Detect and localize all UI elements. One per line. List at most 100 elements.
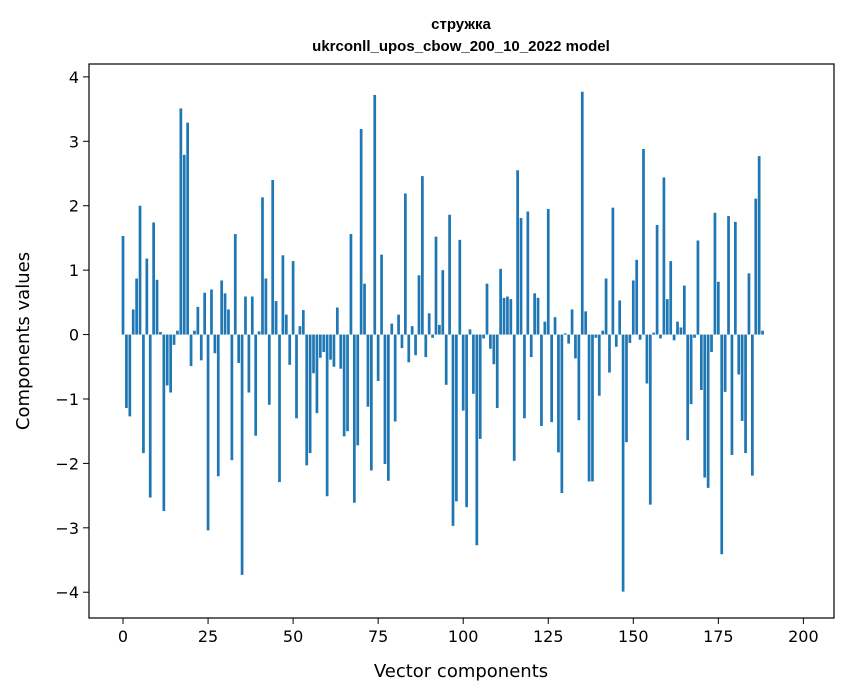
bar: [597, 334, 601, 396]
bar: [421, 176, 424, 335]
bar: [676, 321, 679, 335]
bar: [383, 334, 387, 465]
bar: [727, 216, 730, 335]
bar: [638, 334, 642, 340]
bar: [526, 211, 530, 335]
bar: [614, 334, 618, 347]
bar: [291, 261, 295, 335]
x-tick-label: 150: [618, 627, 649, 646]
x-axis-ticks: 0 25 50 75 100 125 150 175 200: [118, 618, 819, 646]
bar: [359, 129, 363, 335]
bar: [713, 212, 717, 335]
bar: [390, 323, 394, 335]
bar: [733, 221, 737, 335]
bar: [407, 334, 411, 363]
x-axis-label: Vector components: [374, 661, 548, 682]
y-tick-label: −1: [55, 390, 79, 409]
bar: [162, 334, 166, 512]
bar: [135, 278, 138, 335]
bar: [271, 179, 275, 335]
bar: [659, 334, 662, 339]
y-tick-label: 2: [69, 197, 79, 216]
bar: [553, 317, 557, 335]
bar: [240, 334, 244, 575]
bar: [342, 334, 346, 437]
bar: [519, 217, 523, 335]
bar: [172, 334, 176, 345]
bar: [332, 334, 336, 367]
bar: [523, 334, 526, 419]
bar: [472, 334, 475, 394]
bar: [686, 334, 690, 441]
bar: [230, 334, 234, 461]
bar: [148, 334, 152, 498]
bar: [506, 296, 509, 335]
bar: [625, 334, 628, 443]
bar: [492, 334, 496, 365]
bar: [744, 334, 747, 454]
bar: [410, 326, 414, 335]
y-tick-label: 3: [69, 132, 79, 151]
bar: [645, 334, 649, 384]
bar: [696, 240, 700, 335]
bar: [264, 278, 268, 335]
bar: [475, 334, 479, 546]
bar: [550, 334, 554, 423]
bar: [308, 334, 312, 454]
bar: [679, 327, 683, 335]
bar: [155, 279, 159, 335]
bar: [608, 334, 611, 373]
bar: [703, 334, 707, 478]
bar: [152, 222, 155, 335]
bar: [284, 314, 288, 335]
bar: [499, 268, 502, 335]
bar: [580, 91, 584, 335]
y-tick-label: −3: [55, 519, 79, 538]
bar: [138, 205, 142, 335]
bar: [189, 334, 193, 367]
bar: [295, 334, 298, 419]
bar: [274, 301, 278, 335]
bar: [325, 334, 329, 497]
x-tick-label: 200: [788, 627, 819, 646]
bars-group: [121, 91, 764, 592]
bar: [604, 278, 608, 335]
bar: [730, 334, 734, 456]
bar: [628, 334, 632, 343]
y-axis-ticks: −4 −3 −2 −1 0 1 2 3 4: [55, 68, 89, 602]
bar: [757, 156, 761, 335]
bar: [305, 334, 309, 466]
bar: [301, 310, 305, 335]
bar: [587, 334, 591, 482]
bar: [682, 285, 686, 335]
bar: [652, 332, 656, 335]
bar: [159, 331, 162, 335]
bar: [165, 334, 169, 386]
bar: [267, 334, 271, 405]
bar: [455, 334, 458, 502]
bar: [509, 299, 513, 335]
bar: [720, 334, 724, 555]
bar: [570, 309, 574, 335]
bar: [567, 334, 571, 344]
bar: [451, 334, 455, 526]
bar: [751, 334, 754, 476]
bar: [560, 334, 564, 494]
bar: [315, 334, 319, 414]
bar: [468, 329, 472, 335]
bar: [584, 311, 588, 335]
y-axis-label: Components values: [13, 252, 34, 430]
bar: [206, 334, 210, 531]
bar: [737, 334, 741, 375]
bar: [186, 122, 190, 335]
bar: [199, 334, 203, 361]
bar: [216, 334, 220, 477]
bar: [655, 225, 659, 335]
bar: [577, 334, 581, 421]
bar: [427, 313, 431, 335]
chart-title: стружка: [431, 16, 491, 33]
bar: [642, 149, 645, 335]
bar: [438, 324, 441, 335]
bar: [145, 258, 149, 335]
x-tick-label: 50: [283, 627, 303, 646]
